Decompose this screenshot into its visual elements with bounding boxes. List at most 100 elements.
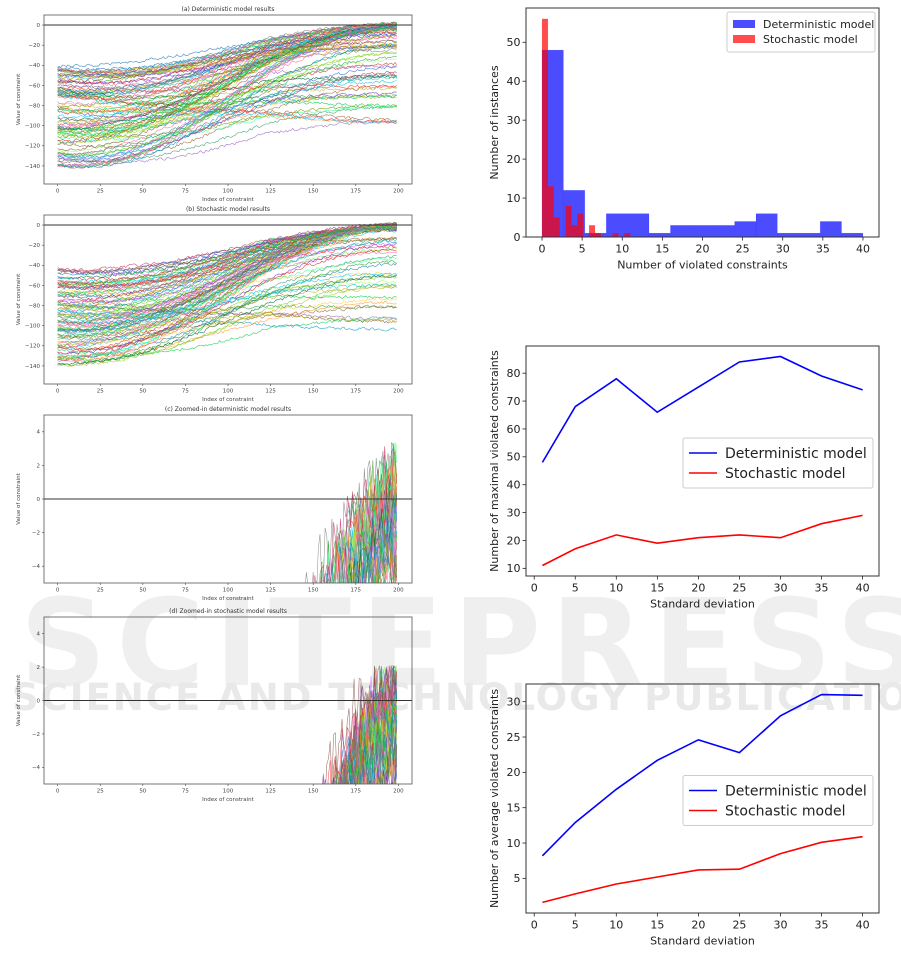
series-line-94 xyxy=(357,711,397,784)
series-line-58 xyxy=(322,689,397,784)
y-tick-label: −40 xyxy=(28,263,40,269)
bar-deterministic xyxy=(648,232,671,238)
x-axis-label: Index of constraint xyxy=(202,596,254,602)
series-line-49 xyxy=(58,821,397,955)
x-tick-label: 20 xyxy=(691,582,705,595)
series-line-1 xyxy=(341,447,397,583)
series-line-80 xyxy=(338,699,397,784)
bar-stochastic xyxy=(588,225,596,238)
bar-deterministic xyxy=(734,221,757,238)
x-tick-label: 25 xyxy=(732,919,746,932)
x-tick-label: 200 xyxy=(393,189,404,195)
y-tick-label: −4 xyxy=(32,765,41,771)
legend-label: Deterministic model xyxy=(725,446,867,462)
y-tick-label: 10 xyxy=(507,837,521,850)
series-line-60 xyxy=(58,659,397,955)
x-tick-label: 200 xyxy=(393,389,404,395)
series-line-48 xyxy=(57,71,397,168)
y-tick-label: 20 xyxy=(507,153,521,166)
y-tick-label: −100 xyxy=(25,324,41,330)
series-line-27 xyxy=(339,709,397,784)
y-tick-label: −80 xyxy=(28,303,40,309)
x-tick-label: 200 xyxy=(393,588,404,594)
y-axis-label: Value of constraint xyxy=(16,73,22,125)
bar-deterministic xyxy=(798,232,821,238)
x-axis-label: Standard deviation xyxy=(650,935,755,948)
series-line-100 xyxy=(57,27,397,131)
x-tick-label: 150 xyxy=(308,189,319,195)
series-line-73 xyxy=(368,540,397,583)
series-line-56 xyxy=(57,89,397,122)
legend: Deterministic model Stochastic model xyxy=(726,11,876,53)
plot-frame xyxy=(525,345,880,577)
legend: Deterministic model Stochastic model xyxy=(682,437,874,489)
series-line-82 xyxy=(57,226,397,346)
y-tick-label: 0 xyxy=(37,698,41,704)
series-group xyxy=(57,21,397,169)
y-tick-label: 80 xyxy=(507,367,521,380)
x-tick-label: 25 xyxy=(732,582,746,595)
series-line-83 xyxy=(57,55,397,156)
series-line-83 xyxy=(57,274,397,341)
y-tick-label: 30 xyxy=(507,506,521,519)
series-line-41 xyxy=(57,51,397,157)
series-line-81 xyxy=(57,94,397,124)
series-line-92 xyxy=(58,847,397,955)
series-line-28 xyxy=(57,226,397,355)
series-line-20 xyxy=(58,878,397,955)
y-tick-label: 25 xyxy=(507,731,521,744)
bar-stochastic xyxy=(577,213,584,238)
x-tick-label: 25 xyxy=(97,189,104,195)
series-line-47 xyxy=(57,75,397,100)
y-tick-label: 5 xyxy=(514,872,521,885)
y-tick-label: 0 xyxy=(37,23,41,29)
y-tick-label: −2 xyxy=(32,732,40,738)
x-tick-label: 125 xyxy=(265,789,276,795)
series-line-66 xyxy=(351,690,397,784)
series-line-65 xyxy=(325,665,397,784)
series-line-88 xyxy=(57,244,397,289)
bar-deterministic xyxy=(777,232,800,238)
series-line-43 xyxy=(58,654,397,955)
x-tick-label: 20 xyxy=(696,243,710,256)
series-line-64 xyxy=(322,666,397,784)
x-tick-label: 75 xyxy=(182,789,189,795)
series-line-86 xyxy=(57,39,397,74)
series-line-89 xyxy=(58,932,397,955)
y-tick-label: −120 xyxy=(25,144,41,150)
series-line-81 xyxy=(57,272,397,325)
y-tick-label: 50 xyxy=(507,36,521,49)
series-line-50 xyxy=(57,102,397,124)
series-line-92 xyxy=(57,260,397,366)
plot-frame xyxy=(525,683,880,914)
series-line-2 xyxy=(58,903,397,955)
series-line-91 xyxy=(57,25,397,68)
series-line-74 xyxy=(342,683,397,784)
series-line-deterministic xyxy=(541,693,863,857)
y-tick-label: 40 xyxy=(507,479,521,492)
x-tick-label: 50 xyxy=(139,789,146,795)
series-line-85 xyxy=(58,795,397,955)
series-line-96 xyxy=(353,678,397,784)
y-tick-label: 20 xyxy=(507,534,521,547)
x-tick-label: 75 xyxy=(182,189,189,195)
series-line-49 xyxy=(368,755,396,784)
series-line-80 xyxy=(57,225,397,295)
series-line-100 xyxy=(336,691,397,784)
x-tick-label: 25 xyxy=(97,389,104,395)
series-line-88 xyxy=(333,451,397,583)
x-axis-label: Number of violated constraints xyxy=(617,259,788,272)
bar-deterministic xyxy=(819,221,842,238)
x-tick-label: 40 xyxy=(856,243,870,256)
x-tick-label: 0 xyxy=(56,789,60,795)
series-line-89 xyxy=(57,239,397,333)
x-tick-label: 0 xyxy=(56,588,60,594)
series-line-42 xyxy=(350,666,397,784)
x-tick-label: 5 xyxy=(572,919,579,932)
series-line-25 xyxy=(57,271,397,297)
series-line-75 xyxy=(57,25,397,97)
series-line-stochastic xyxy=(542,514,863,567)
series-line-76 xyxy=(57,224,397,317)
series-line-59 xyxy=(57,32,397,74)
